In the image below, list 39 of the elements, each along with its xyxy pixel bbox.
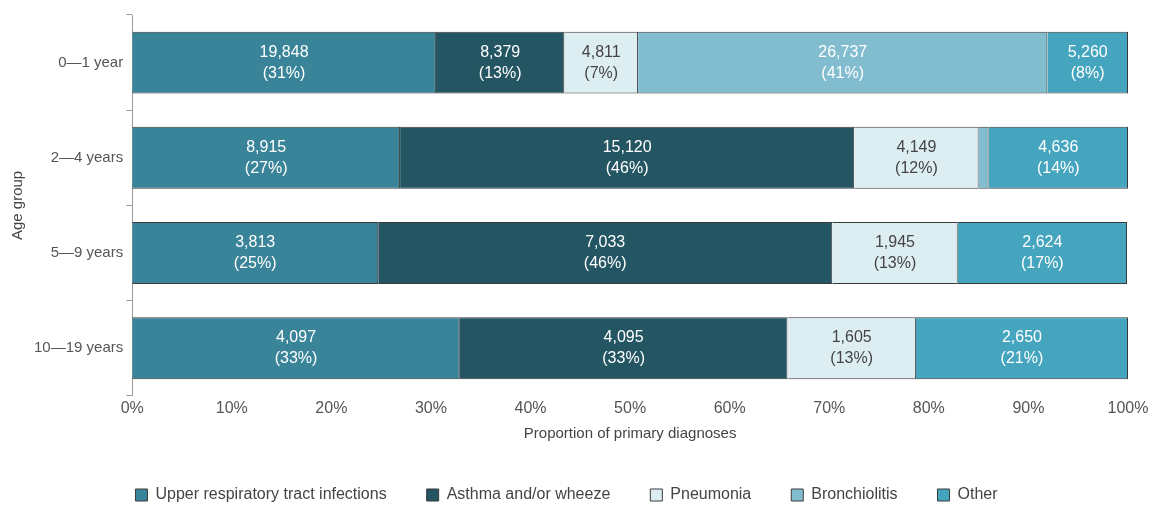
legend-label: Upper respiratory tract infections (155, 485, 387, 503)
data-label: 4,097 (33%) (274, 328, 318, 367)
data-label: 4,811 (7%) (581, 42, 621, 81)
x-tick-label: 60% (713, 398, 746, 416)
legend-label: Asthma and/or wheeze (446, 485, 611, 503)
x-tick-label: 70% (813, 398, 846, 416)
data-label: 26,737 (41%) (818, 42, 868, 81)
data-label: 2,650 (21%) (1000, 328, 1044, 367)
data-label: 19,848 (31%) (259, 42, 309, 81)
data-label: 7,033 (46%) (583, 232, 627, 271)
y-tick-label: 0—1 year (58, 52, 124, 70)
legend-label: Other (957, 485, 999, 503)
x-tick-label: 10% (215, 398, 248, 416)
data-label: 4,636 (14%) (1036, 137, 1080, 176)
data-label: 4,095 (33%) (602, 328, 645, 367)
legend-label: Bronchiolitis (811, 485, 898, 503)
y-tick-label: 10—19 years (34, 338, 124, 356)
x-axis-title: Proportion of primary diagnoses (523, 424, 737, 442)
data-label: 5,260 (8%) (1067, 42, 1108, 81)
x-tick-label: 40% (514, 398, 547, 416)
y-axis-title: Age group (8, 170, 26, 241)
data-label: 8,379 (13%) (478, 42, 522, 81)
x-tick-label: 100% (1107, 398, 1149, 416)
data-label: 15,120 (46%) (602, 137, 652, 176)
x-tick-label: 20% (315, 398, 348, 416)
y-tick-label: 5—9 years (50, 243, 124, 261)
y-tick-label: 2—4 years (50, 147, 124, 165)
x-tick-label: 50% (614, 398, 647, 416)
x-tick-label: 90% (1012, 398, 1045, 416)
x-tick-label: 0% (120, 398, 144, 416)
data-label: 2,624 (17%) (1021, 232, 1064, 271)
x-tick-label: 30% (414, 398, 447, 416)
legend-label: Pneumonia (670, 485, 752, 503)
data-label: 4,149 (12%) (895, 137, 938, 176)
data-label: 1,945 (13%) (873, 232, 917, 271)
data-label: 8,915 (27%) (244, 137, 288, 176)
x-tick-label: 80% (912, 398, 945, 416)
data-label: 3,813 (25%) (233, 232, 277, 271)
data-label: 1,605 (13%) (830, 328, 874, 367)
